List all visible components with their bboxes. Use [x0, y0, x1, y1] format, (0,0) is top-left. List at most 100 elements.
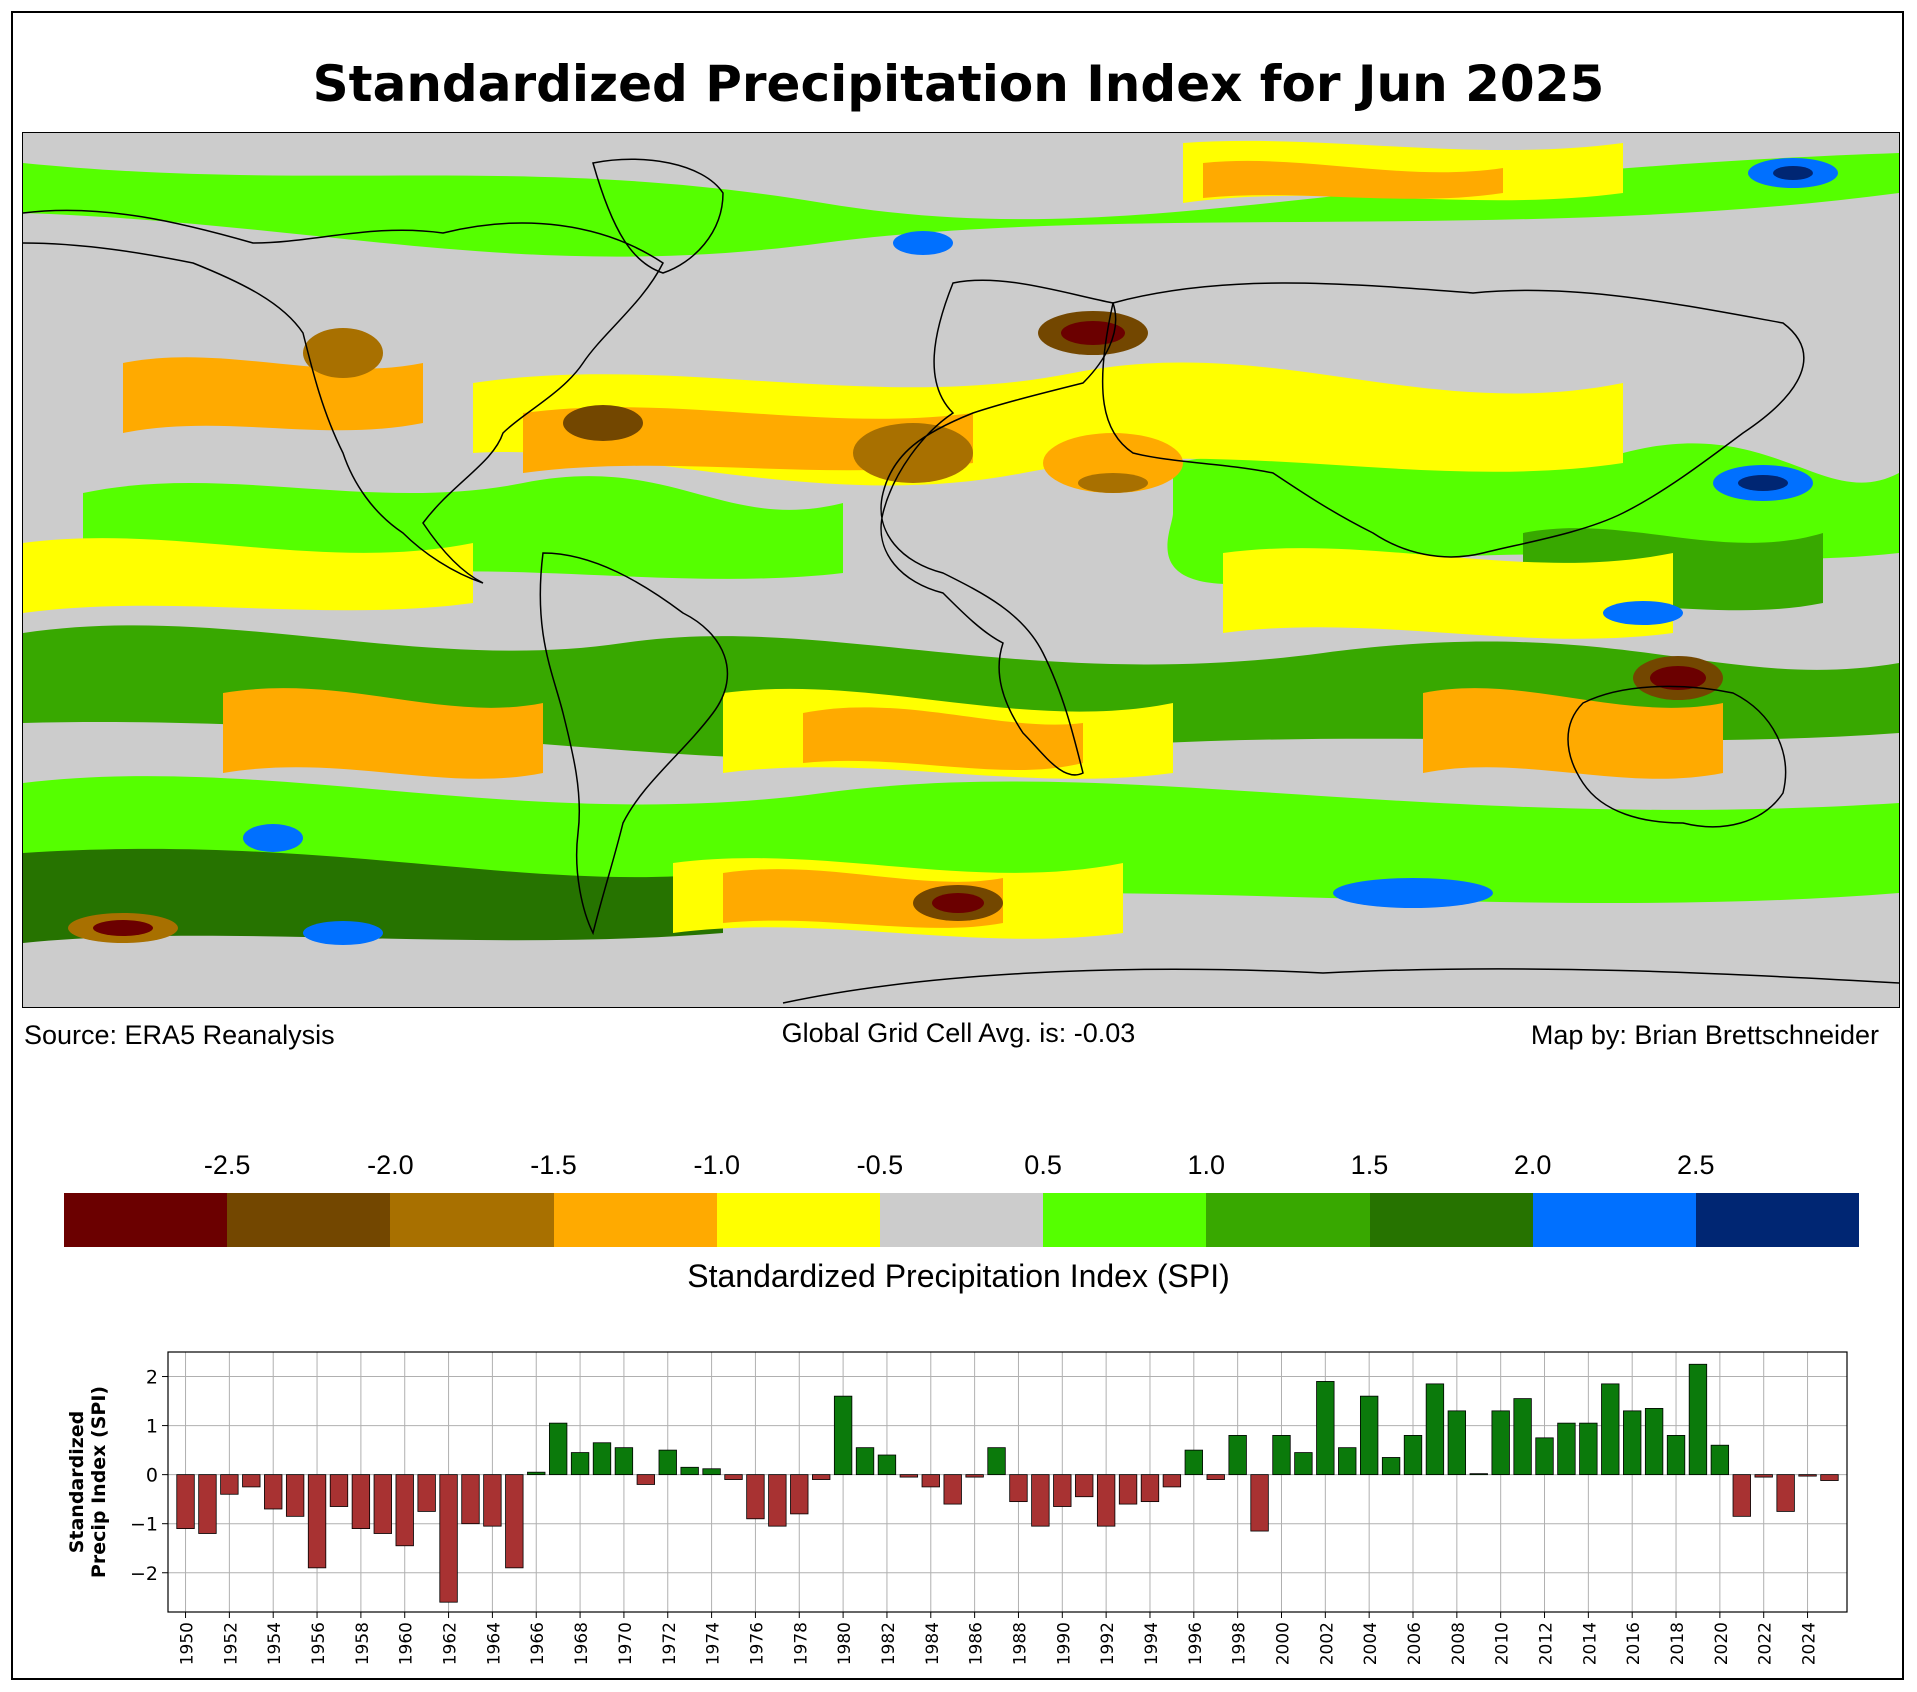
bar-2018	[1666, 1434, 1686, 1476]
bar-1956	[307, 1474, 327, 1569]
x-tick-label: 2014	[1580, 1622, 1600, 1665]
colorbar-segment	[1043, 1193, 1207, 1247]
bar-1973	[680, 1466, 699, 1476]
dry-region	[223, 688, 543, 779]
bar-1950	[176, 1474, 195, 1530]
bar-1954	[264, 1474, 283, 1510]
x-tick-label: 1986	[967, 1622, 987, 1665]
bar-1970	[614, 1447, 634, 1476]
x-tick-label: 1950	[178, 1622, 198, 1665]
bar-1980	[833, 1395, 853, 1476]
y-tick-label: −1	[130, 1514, 158, 1536]
bar-1969	[592, 1442, 612, 1476]
bar-1985	[943, 1474, 962, 1505]
bar-1977	[768, 1474, 787, 1527]
x-tick-label: 1988	[1010, 1622, 1030, 1665]
x-tick-label: 1980	[835, 1622, 855, 1665]
chart-title: Standardized Precipitation Index for Jun…	[312, 55, 1605, 113]
map-canvas	[23, 140, 1899, 1004]
bar-2025	[1820, 1474, 1839, 1481]
colorbar-segment	[716, 1193, 880, 1247]
x-tick-label: 1972	[660, 1622, 680, 1665]
bar-1952	[220, 1474, 239, 1495]
greenland-outline	[592, 158, 724, 274]
x-tick-label: 1956	[309, 1622, 329, 1665]
coastlines	[23, 158, 1899, 1004]
bar-1974	[702, 1468, 721, 1476]
colorbar-tick-label: -1.0	[693, 1150, 740, 1180]
bar-2023	[1776, 1474, 1795, 1512]
colorbar-segment	[390, 1193, 554, 1247]
colorbar-tick-label: 1.0	[1187, 1150, 1226, 1180]
global-average-caption: Global Grid Cell Avg. is: -0.03	[781, 1018, 1136, 1048]
bar-1991	[1075, 1474, 1094, 1498]
dry-region	[1203, 160, 1503, 199]
y-tick-label: 0	[146, 1465, 158, 1487]
europe-africa-outline	[880, 279, 1117, 776]
colorbar-tick-label: 2.0	[1513, 1150, 1552, 1180]
dry-region	[803, 707, 1083, 771]
credit-caption: Map by: Brian Brettschneider	[1530, 1020, 1879, 1050]
x-tick-label: 1970	[616, 1622, 636, 1665]
extreme-dry-spot	[1061, 321, 1125, 345]
colorbar-segment	[879, 1193, 1044, 1247]
extreme-wet-spot	[1603, 601, 1683, 625]
x-tick-label: 1998	[1230, 1622, 1250, 1665]
extreme-dry-spot	[1650, 666, 1706, 690]
australia-outline	[1567, 685, 1787, 828]
x-tick-label: 1962	[441, 1622, 461, 1665]
bar-1987	[987, 1447, 1006, 1476]
colorbar-label: Standardized Precipitation Index (SPI)	[687, 1258, 1230, 1294]
dry-region	[123, 357, 423, 433]
bar-1967	[548, 1422, 568, 1476]
bar-1979	[812, 1474, 831, 1480]
bar-1989	[1031, 1474, 1050, 1527]
bar-1963	[461, 1474, 480, 1525]
bar-1983	[899, 1474, 919, 1478]
bar-1997	[1206, 1474, 1225, 1480]
bar-2002	[1316, 1381, 1335, 1476]
x-tick-label: 2024	[1800, 1622, 1820, 1665]
bar-1966	[527, 1471, 546, 1476]
bar-1968	[570, 1452, 590, 1476]
bar-1957	[329, 1474, 349, 1507]
bar-2019	[1688, 1363, 1708, 1476]
colorbar-tick-label: 0.5	[1024, 1150, 1062, 1180]
x-tick-label: 1996	[1186, 1622, 1206, 1665]
x-tick-label: 2004	[1361, 1622, 1381, 1665]
bar-2005	[1381, 1457, 1401, 1476]
wet-region	[23, 153, 1899, 257]
bar-1993	[1118, 1474, 1138, 1505]
bar-1984	[921, 1474, 940, 1488]
bar-1976	[746, 1474, 765, 1520]
spi-world-map	[22, 132, 1900, 1008]
colorbar-tick-label: -1.5	[530, 1150, 577, 1180]
colorbar-segment	[553, 1193, 717, 1247]
bar-1998	[1228, 1434, 1247, 1476]
colorbar-tick-label: -2.0	[367, 1150, 414, 1180]
bar-1992	[1096, 1474, 1116, 1527]
bar-1958	[351, 1474, 371, 1530]
bar-2021	[1732, 1474, 1751, 1517]
dry-spot	[303, 328, 383, 378]
bar-1962	[439, 1474, 458, 1603]
x-tick-label: 1994	[1142, 1622, 1162, 1665]
bar-1961	[417, 1474, 436, 1512]
extreme-wet-spot	[1738, 475, 1788, 491]
dry-region	[23, 538, 473, 613]
x-tick-label: 1974	[704, 1622, 724, 1665]
colorbar-tick-label: 1.5	[1350, 1150, 1389, 1180]
x-tick-label: 2018	[1668, 1622, 1688, 1665]
bar-2003	[1338, 1447, 1357, 1476]
bar-2004	[1359, 1395, 1379, 1476]
bar-2017	[1644, 1408, 1664, 1476]
bar-1953	[242, 1474, 261, 1488]
x-tick-label: 2010	[1493, 1622, 1513, 1665]
x-tick-label: 1978	[791, 1622, 811, 1665]
x-tick-label: 1992	[1098, 1622, 1118, 1665]
extreme-dry-spot	[93, 920, 153, 936]
colorbar-tick-label: -2.5	[203, 1150, 251, 1180]
bar-2012	[1535, 1437, 1554, 1476]
bar-1990	[1053, 1474, 1072, 1507]
bar-1964	[483, 1474, 502, 1527]
